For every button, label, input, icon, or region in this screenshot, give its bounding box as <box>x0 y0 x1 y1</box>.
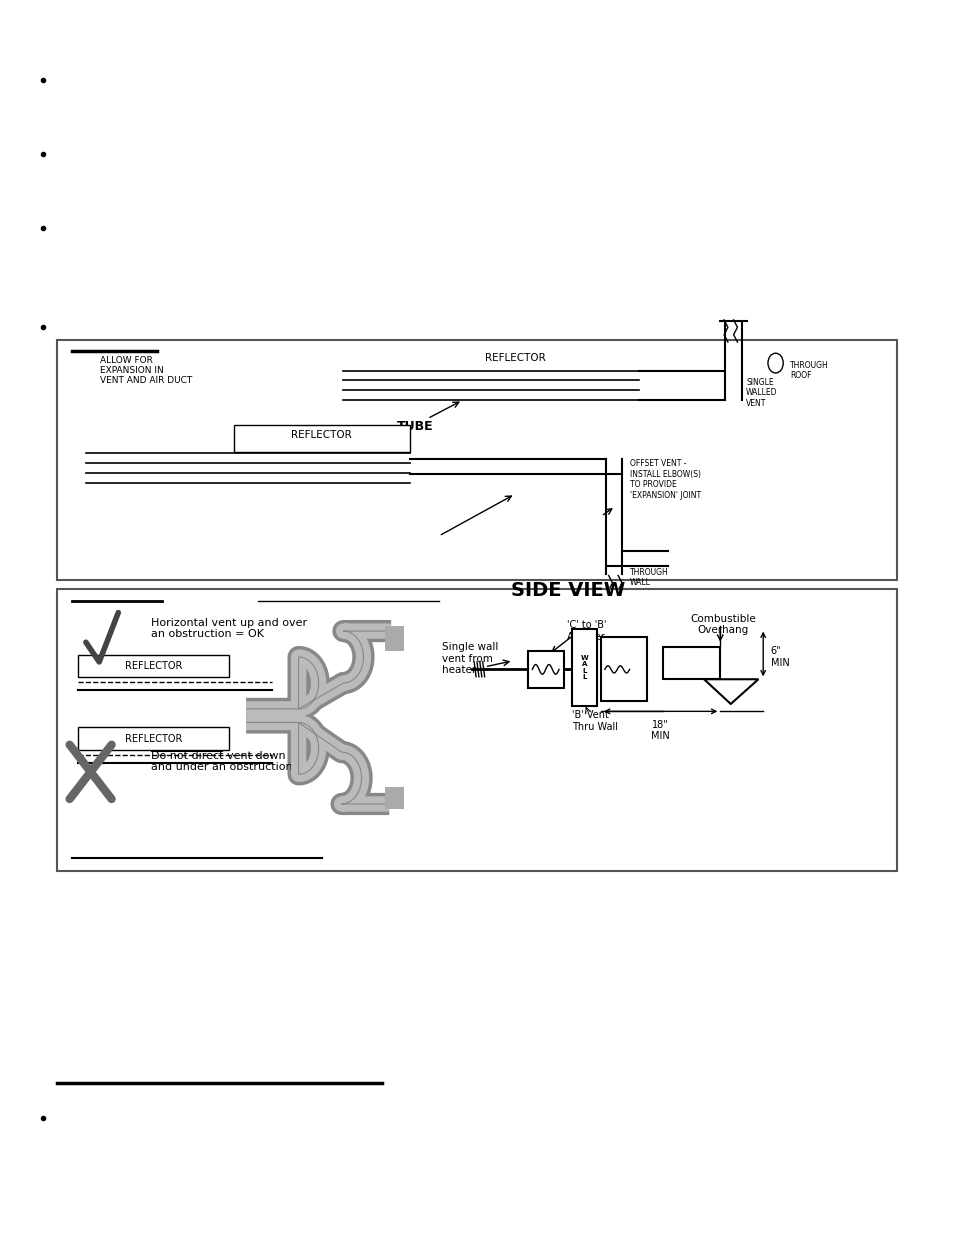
Bar <box>572 629 597 706</box>
Text: REFLECTOR: REFLECTOR <box>484 353 545 363</box>
Text: MIN: MIN <box>650 731 669 741</box>
Bar <box>57 340 896 580</box>
Bar <box>78 655 229 677</box>
Text: THROUGH
ROOF: THROUGH ROOF <box>789 361 828 380</box>
Text: Do not direct vent down
and under an obstruction: Do not direct vent down and under an obs… <box>151 751 292 772</box>
Bar <box>385 626 404 651</box>
Text: TUBE: TUBE <box>396 420 433 433</box>
Text: Single wall
vent from
heater: Single wall vent from heater <box>441 642 497 676</box>
Text: ALLOW FOR
EXPANSION IN
VENT AND AIR DUCT: ALLOW FOR EXPANSION IN VENT AND AIR DUCT <box>100 356 193 385</box>
Text: REFLECTOR: REFLECTOR <box>291 430 352 440</box>
Text: 'B' Vent
Thru Wall: 'B' Vent Thru Wall <box>572 710 618 731</box>
Text: 18": 18" <box>651 720 668 730</box>
Bar <box>57 589 896 871</box>
Bar <box>78 727 229 750</box>
Bar <box>600 637 646 701</box>
Text: OFFSET VENT -
INSTALL ELBOW(S)
TO PROVIDE
'EXPANSION' JOINT: OFFSET VENT - INSTALL ELBOW(S) TO PROVID… <box>629 459 700 500</box>
Text: Combustible
Overhang: Combustible Overhang <box>690 614 755 635</box>
Text: REFLECTOR: REFLECTOR <box>125 734 182 743</box>
Bar <box>662 647 720 679</box>
Bar <box>527 651 563 688</box>
Text: SINGLE
WALLED
VENT: SINGLE WALLED VENT <box>745 378 777 408</box>
Bar <box>385 787 404 809</box>
Text: MIN: MIN <box>770 658 789 668</box>
Text: REFLECTOR: REFLECTOR <box>125 661 182 671</box>
Bar <box>233 425 410 452</box>
Text: SIDE VIEW: SIDE VIEW <box>510 582 624 600</box>
Text: 6": 6" <box>770 646 781 656</box>
Text: 'C' to 'B'
Adapter: 'C' to 'B' Adapter <box>566 620 605 641</box>
Text: THROUGH
WALL: THROUGH WALL <box>629 568 668 588</box>
Polygon shape <box>703 679 758 704</box>
Text: Horizontal vent up and over
an obstruction = OK: Horizontal vent up and over an obstructi… <box>151 618 307 638</box>
Text: W
A
L
L: W A L L <box>580 655 588 680</box>
